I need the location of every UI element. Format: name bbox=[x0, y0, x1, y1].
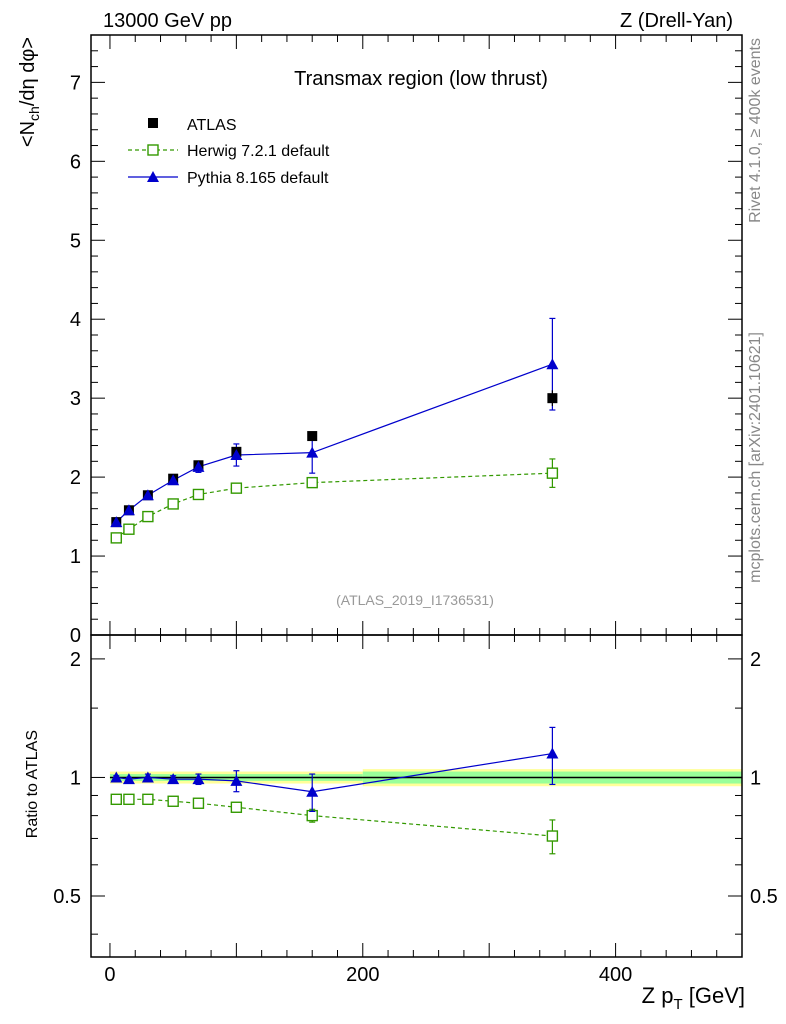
y-tick-label-main: 5 bbox=[70, 230, 81, 252]
ratio-band-group bbox=[109, 769, 742, 787]
tick-marks-group bbox=[91, 35, 743, 957]
herwig-point-main bbox=[306, 476, 318, 489]
herwig-point-main bbox=[192, 488, 205, 501]
x-tick-label: 0 bbox=[104, 964, 115, 986]
herwig-point-main bbox=[230, 482, 243, 494]
y-tick-label-main: 2 bbox=[70, 467, 81, 489]
pythia-line-ratio bbox=[116, 752, 553, 793]
watermark: (ATLAS_2019_I1736531) bbox=[336, 592, 494, 608]
y-tick-label-main: 3 bbox=[70, 388, 81, 410]
herwig-point-ratio bbox=[142, 793, 154, 806]
pythia-point-ratio bbox=[230, 774, 243, 786]
atlas-point bbox=[307, 431, 318, 442]
herwig-point-ratio bbox=[123, 793, 135, 806]
herwig-point-ratio bbox=[306, 809, 318, 822]
y-axis-label-main: <Nch/dη dφ> bbox=[17, 37, 42, 147]
pythia-line-main bbox=[115, 363, 553, 523]
herwig-point-ratio bbox=[230, 801, 243, 813]
pythia-point-ratio bbox=[122, 773, 135, 785]
y-tick-label-main: 0 bbox=[70, 625, 81, 647]
y-tick-label-ratio: 2 bbox=[70, 649, 81, 671]
pythia-point-main bbox=[167, 474, 180, 486]
pythia-point-ratio bbox=[546, 747, 559, 759]
y-tick-label-main: 6 bbox=[70, 151, 81, 173]
pythia-point-main bbox=[122, 504, 135, 516]
legend-herwig-marker bbox=[147, 144, 159, 156]
herwig-point-ratio bbox=[192, 797, 205, 809]
y-tick-label-main: 7 bbox=[70, 72, 81, 94]
tick-labels-group: 0 200 400 0 1 2 3 4 5 6 7 0.5 0.5 1 1 2 2 bbox=[53, 72, 778, 986]
herwig-line-main bbox=[115, 472, 553, 539]
data-marks-group bbox=[110, 317, 559, 855]
ratio-plot-frame bbox=[90, 634, 743, 958]
pythia-point-ratio bbox=[167, 773, 180, 785]
mcplots-label: mcplots.cern.ch [arXiv:2401.10621] bbox=[747, 332, 764, 583]
pythia-point-main bbox=[141, 489, 154, 501]
y-tick-label-ratio-right: 0.5 bbox=[750, 886, 778, 908]
legend-herwig-label: Herwig 7.2.1 default bbox=[187, 143, 330, 160]
herwig-point-ratio bbox=[167, 795, 179, 807]
atlas-point bbox=[547, 393, 558, 404]
y-tick-label-ratio-right: 2 bbox=[750, 649, 761, 671]
pythia-point-main bbox=[192, 460, 205, 472]
legend-pythia-marker bbox=[147, 171, 159, 182]
pythia-point-main bbox=[546, 358, 559, 370]
herwig-point-main bbox=[167, 498, 179, 510]
pythia-point-ratio bbox=[110, 771, 123, 783]
herwig-point-main bbox=[142, 510, 154, 523]
rivet-label: Rivet 4.1.0, ≥ 400k events bbox=[747, 38, 764, 223]
y-axis-label-ratio: Ratio to ATLAS bbox=[24, 730, 41, 838]
herwig-point-ratio bbox=[110, 793, 122, 806]
herwig-point-ratio bbox=[546, 830, 559, 842]
header-left: 13000 GeV pp bbox=[103, 10, 232, 32]
x-tick-label: 400 bbox=[599, 964, 632, 986]
header-right: Z (Drell-Yan) bbox=[620, 10, 733, 32]
y-tick-label-main: 1 bbox=[70, 546, 81, 568]
plot-frames bbox=[90, 34, 743, 958]
legend-pythia-label: Pythia 8.165 default bbox=[187, 170, 329, 187]
pythia-point-ratio bbox=[306, 785, 319, 797]
pythia-point-main bbox=[110, 516, 123, 528]
pythia-point-ratio bbox=[141, 771, 154, 783]
y-tick-label-ratio: 0.5 bbox=[53, 886, 81, 908]
legend-atlas-label: ATLAS bbox=[187, 117, 237, 134]
y-tick-label-main: 4 bbox=[70, 309, 81, 331]
pythia-point-ratio bbox=[192, 773, 205, 785]
y-tick-label-ratio-right: 1 bbox=[750, 767, 761, 789]
legend: ATLAS Herwig 7.2.1 default Pythia 8.165 … bbox=[128, 117, 330, 187]
chart-title: Transmax region (low thrust) bbox=[294, 68, 548, 90]
herwig-point-main bbox=[546, 467, 559, 479]
y-tick-label-ratio: 1 bbox=[70, 767, 81, 789]
pythia-point-main bbox=[230, 449, 243, 460]
herwig-point-main bbox=[110, 532, 122, 544]
x-axis-label: Z pT [GeV] bbox=[642, 983, 745, 1013]
pythia-point-main bbox=[306, 446, 319, 458]
herwig-point-main bbox=[123, 523, 135, 535]
x-tick-label: 200 bbox=[346, 964, 379, 986]
herwig-line-ratio bbox=[116, 798, 553, 837]
legend-atlas-marker bbox=[148, 118, 158, 128]
